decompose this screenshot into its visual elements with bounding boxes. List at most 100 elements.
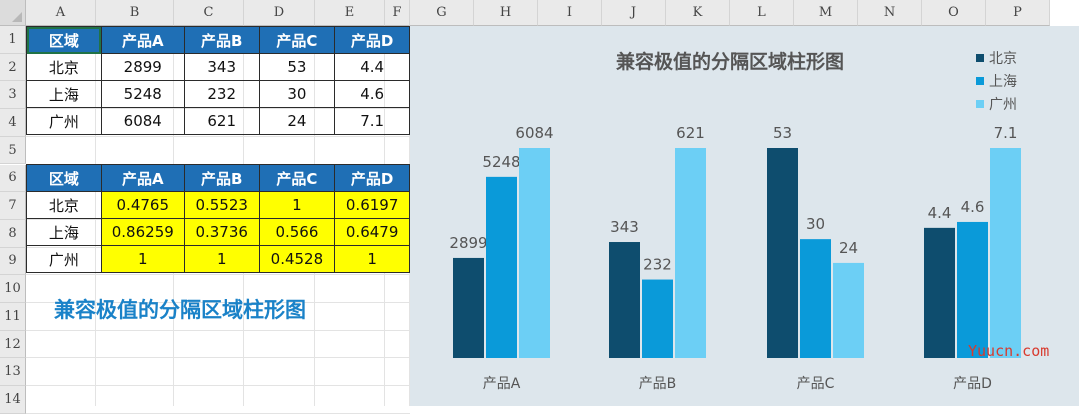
header-cell[interactable]: 产品D [334, 164, 410, 192]
legend-item: 上海 [976, 69, 1017, 92]
header-cell[interactable]: 区域 [26, 164, 102, 192]
cell[interactable]: 0.3736 [183, 218, 260, 246]
legend-swatch-icon [976, 76, 984, 85]
table-row: 上海 0.86259 0.3736 0.566 0.6479 [26, 218, 410, 246]
row-header[interactable]: 8 [0, 219, 26, 248]
table-row: 广州 6084 621 24 7.1 [26, 107, 410, 135]
cell[interactable]: 4.6 [334, 80, 410, 108]
cell[interactable]: 北京 [26, 53, 102, 81]
header-cell[interactable]: 产品C [258, 164, 336, 192]
cell[interactable]: 北京 [26, 191, 102, 219]
column-header[interactable]: A [26, 0, 96, 26]
select-all-corner[interactable] [0, 0, 26, 26]
column-header[interactable]: C [174, 0, 244, 26]
cell[interactable]: 621 [183, 107, 260, 135]
cell[interactable]: 0.4765 [100, 191, 185, 219]
column-header[interactable]: B [96, 0, 174, 26]
header-cell[interactable]: 区域 [26, 26, 102, 54]
legend-item: 广州 [976, 92, 1017, 115]
header-cell[interactable]: 产品A [100, 164, 185, 192]
column-header[interactable]: M [794, 0, 858, 26]
row-header[interactable]: 6 [0, 164, 26, 193]
row-header[interactable]: 2 [0, 53, 26, 82]
row-header[interactable]: 9 [0, 247, 26, 276]
cell[interactable]: 0.5523 [183, 191, 260, 219]
legend-label: 上海 [989, 73, 1017, 90]
column-header[interactable]: P [986, 0, 1050, 26]
gridline [26, 357, 410, 359]
cell[interactable]: 7.1 [334, 107, 410, 135]
header-cell[interactable]: 产品A [100, 26, 185, 54]
cell[interactable]: 1 [183, 245, 260, 273]
cell[interactable]: 1 [100, 245, 185, 273]
column-header[interactable]: L [730, 0, 794, 26]
column-header[interactable]: F [385, 0, 410, 26]
table-row: 广州 1 1 0.4528 1 [26, 245, 410, 273]
cell[interactable]: 4.4 [334, 53, 410, 81]
cell[interactable]: 上海 [26, 80, 102, 108]
column-header[interactable]: N [858, 0, 922, 26]
chart-title: 兼容极值的分隔区域柱形图 [616, 51, 845, 73]
cell[interactable]: 0.566 [258, 218, 336, 246]
cell[interactable]: 6084 [100, 107, 185, 135]
column-header[interactable]: G [410, 0, 474, 26]
cell[interactable]: 24 [258, 107, 336, 135]
cell[interactable]: 广州 [26, 245, 102, 273]
row-header[interactable]: 7 [0, 192, 26, 220]
cell[interactable]: 232 [183, 80, 260, 108]
row-header[interactable]: 5 [0, 136, 26, 165]
cell[interactable]: 0.6479 [334, 218, 410, 246]
table-header-row: 区域 产品A 产品B 产品C 产品D [26, 164, 410, 192]
cell[interactable]: 1 [334, 245, 410, 273]
cell[interactable]: 5248 [100, 80, 185, 108]
header-cell[interactable]: 产品D [334, 26, 410, 54]
gridline [26, 329, 410, 331]
column-header[interactable]: O [922, 0, 986, 26]
table-row: 北京 0.4765 0.5523 1 0.6197 [26, 191, 410, 219]
header-cell[interactable]: 产品C [258, 26, 336, 54]
column-header[interactable]: I [538, 0, 602, 26]
chart-legend[interactable]: 北京 上海 广州 [976, 46, 1017, 115]
gridline [26, 302, 410, 303]
cell[interactable]: 30 [258, 80, 336, 108]
cell[interactable]: 343 [183, 53, 260, 81]
gridline [26, 385, 410, 387]
cell[interactable]: 0.4528 [258, 245, 336, 273]
cell[interactable]: 广州 [26, 107, 102, 135]
cell[interactable]: 1 [258, 191, 336, 219]
legend-swatch-icon [976, 99, 984, 108]
table-header-row: 区域 产品A 产品B 产品C 产品D [26, 26, 410, 54]
column-header[interactable]: J [602, 0, 666, 26]
cell[interactable]: 2899 [100, 53, 185, 81]
gridline [26, 274, 410, 276]
row-header[interactable]: 4 [0, 109, 26, 137]
cell[interactable]: 上海 [26, 218, 102, 246]
row-header[interactable]: 13 [0, 358, 26, 387]
cell[interactable]: 53 [258, 53, 336, 81]
column-header[interactable]: H [474, 0, 538, 26]
row-header[interactable]: 14 [0, 386, 26, 414]
legend-label: 广州 [989, 96, 1017, 113]
row-header[interactable]: 11 [0, 303, 26, 331]
legend-swatch-icon [976, 53, 984, 62]
row-header[interactable]: 12 [0, 330, 26, 359]
legend-label: 北京 [989, 50, 1017, 67]
row-header[interactable]: 10 [0, 275, 26, 303]
column-header[interactable]: D [244, 0, 315, 26]
sheet-title: 兼容极值的分隔区域柱形图 [54, 298, 306, 322]
header-cell[interactable]: 产品B [183, 26, 260, 54]
legend-item: 北京 [976, 46, 1017, 69]
header-cell[interactable]: 产品B [183, 164, 260, 192]
column-header[interactable]: E [315, 0, 385, 26]
cell[interactable]: 0.6197 [334, 191, 410, 219]
table-row: 上海 5248 232 30 4.6 [26, 80, 410, 108]
row-header[interactable]: 1 [0, 26, 26, 54]
watermark-text: Yuucn.com [968, 342, 1050, 360]
gridline [409, 26, 410, 406]
column-header[interactable]: K [666, 0, 730, 26]
table-row: 北京 2899 343 53 4.4 [26, 53, 410, 81]
row-header[interactable]: 3 [0, 81, 26, 110]
source-data-table: 区域 产品A 产品B 产品C 产品D 北京 2899 343 53 4.4 上海… [26, 26, 410, 135]
cell[interactable]: 0.86259 [100, 218, 185, 246]
normalized-data-table: 区域 产品A 产品B 产品C 产品D 北京 0.4765 0.5523 1 0.… [26, 164, 410, 273]
